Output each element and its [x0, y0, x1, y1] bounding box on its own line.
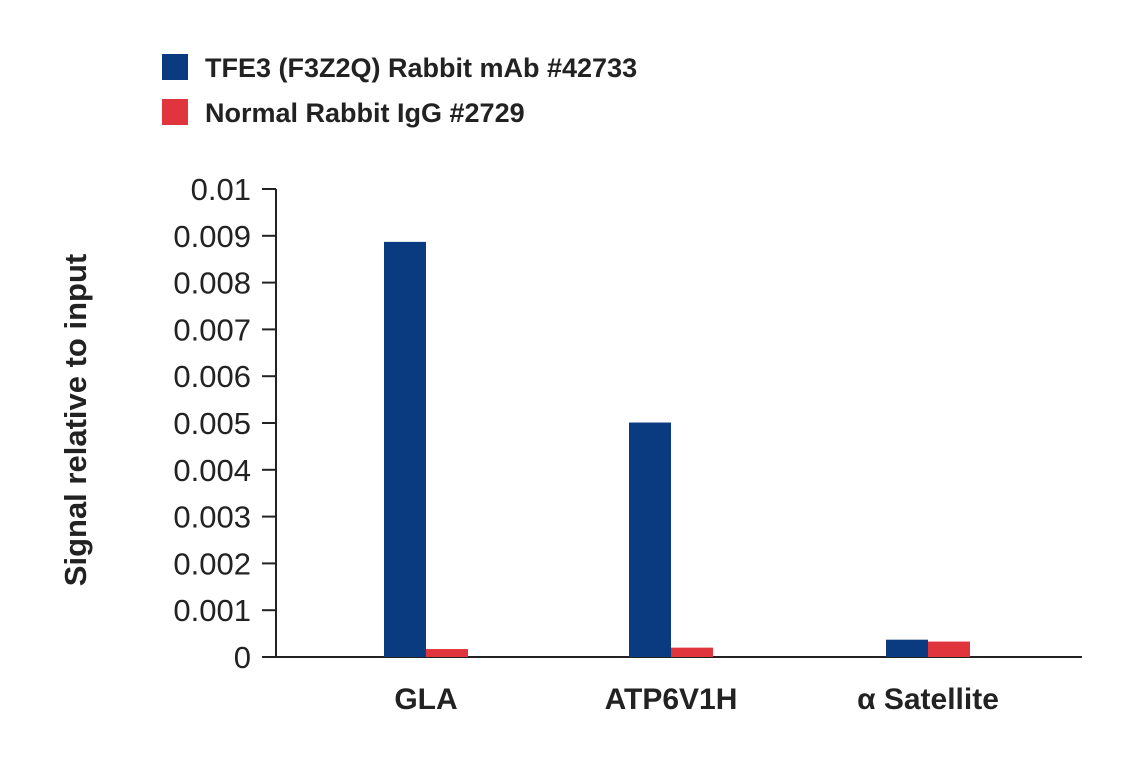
y-axis-title: Signal relative to input — [58, 254, 93, 586]
y-tick-label: 0.01 — [191, 172, 251, 207]
bar-tfe3-2 — [886, 639, 928, 657]
legend-swatch-tfe3 — [162, 54, 188, 80]
legend: TFE3 (F3Z2Q) Rabbit mAb #42733 Normal Ra… — [162, 53, 637, 128]
legend-label-igg: Normal Rabbit IgG #2729 — [205, 98, 525, 128]
y-tick-label: 0.004 — [173, 453, 251, 488]
y-tick-label: 0.006 — [173, 359, 251, 394]
x-axis: GLA ATP6V1H α Satellite — [262, 656, 1082, 716]
bar-tfe3-0 — [384, 241, 426, 657]
y-tick-label: 0.008 — [173, 266, 251, 301]
bar-igg-1 — [671, 647, 713, 657]
y-tick-label: 0.007 — [173, 312, 251, 347]
bar-igg-0 — [426, 649, 468, 657]
legend-label-tfe3: TFE3 (F3Z2Q) Rabbit mAb #42733 — [205, 53, 637, 83]
bar-tfe3-1 — [629, 422, 671, 657]
legend-item-igg: Normal Rabbit IgG #2729 — [162, 98, 525, 128]
bar-igg-2 — [928, 641, 970, 657]
y-tick-label: 0.002 — [173, 546, 251, 581]
y-tick-label: 0.001 — [173, 593, 251, 628]
x-category-label: ATP6V1H — [605, 683, 738, 716]
y-tick-label: 0.005 — [173, 406, 251, 441]
x-category-label: α Satellite — [857, 683, 999, 716]
y-tick-label: 0.003 — [173, 500, 251, 535]
y-tick-label: 0.009 — [173, 219, 251, 254]
x-category-label: GLA — [394, 683, 457, 716]
y-tick-label: 0 — [234, 640, 251, 675]
bars — [384, 241, 970, 657]
y-axis: 0 0.001 0.002 0.003 0.004 0.005 0.006 0.007 0.00… — [173, 172, 277, 675]
legend-swatch-igg — [162, 99, 188, 125]
legend-item-tfe3: TFE3 (F3Z2Q) Rabbit mAb #42733 — [162, 53, 637, 83]
